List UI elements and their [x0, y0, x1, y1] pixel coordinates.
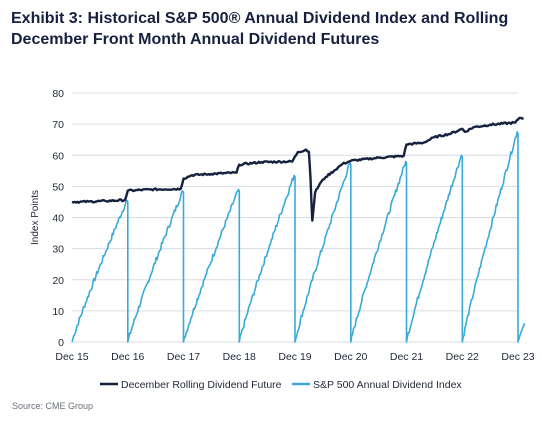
x-tick-label-4: Dec 19	[278, 351, 311, 363]
legend-label-dividend-future: December Rolling Dividend Future	[121, 379, 282, 391]
y-tick-label-20: 20	[52, 275, 64, 287]
y-tick-label-40: 40	[52, 213, 64, 225]
y-tick-label-30: 30	[52, 244, 64, 256]
y-tick-label-70: 70	[52, 119, 64, 131]
y-axis-title: Index Points	[30, 190, 41, 245]
chart-title-line-1: Exhibit 3: Historical S&P 500® Annual Di…	[11, 10, 509, 27]
y-tick-label-80: 80	[52, 88, 64, 100]
legend-label-annual-dividend-index: S&P 500 Annual Dividend Index	[313, 379, 462, 391]
source-note: Source: CME Group	[12, 401, 94, 411]
x-tick-label-6: Dec 21	[390, 351, 423, 363]
x-tick-label-2: Dec 17	[167, 351, 200, 363]
x-tick-label-8: Dec 23	[501, 351, 534, 363]
x-tick-label-1: Dec 16	[111, 351, 144, 363]
y-tick-label-50: 50	[52, 181, 64, 193]
series-line-dividend-future	[71, 116, 524, 222]
chart-title: Exhibit 3: Historical S&P 500® Annual Di…	[11, 8, 531, 50]
chart-title-line-2: December Front Month Annual Dividend Fut…	[11, 31, 380, 48]
y-tick-label-60: 60	[52, 150, 64, 162]
series-line-annual-dividend-index	[71, 131, 526, 343]
y-tick-label-0: 0	[58, 337, 64, 349]
x-tick-label-3: Dec 18	[223, 351, 256, 363]
y-tick-label-10: 10	[52, 306, 64, 318]
x-tick-label-0: Dec 15	[55, 351, 88, 363]
x-tick-label-5: Dec 20	[334, 351, 367, 363]
x-tick-label-7: Dec 22	[446, 351, 479, 363]
